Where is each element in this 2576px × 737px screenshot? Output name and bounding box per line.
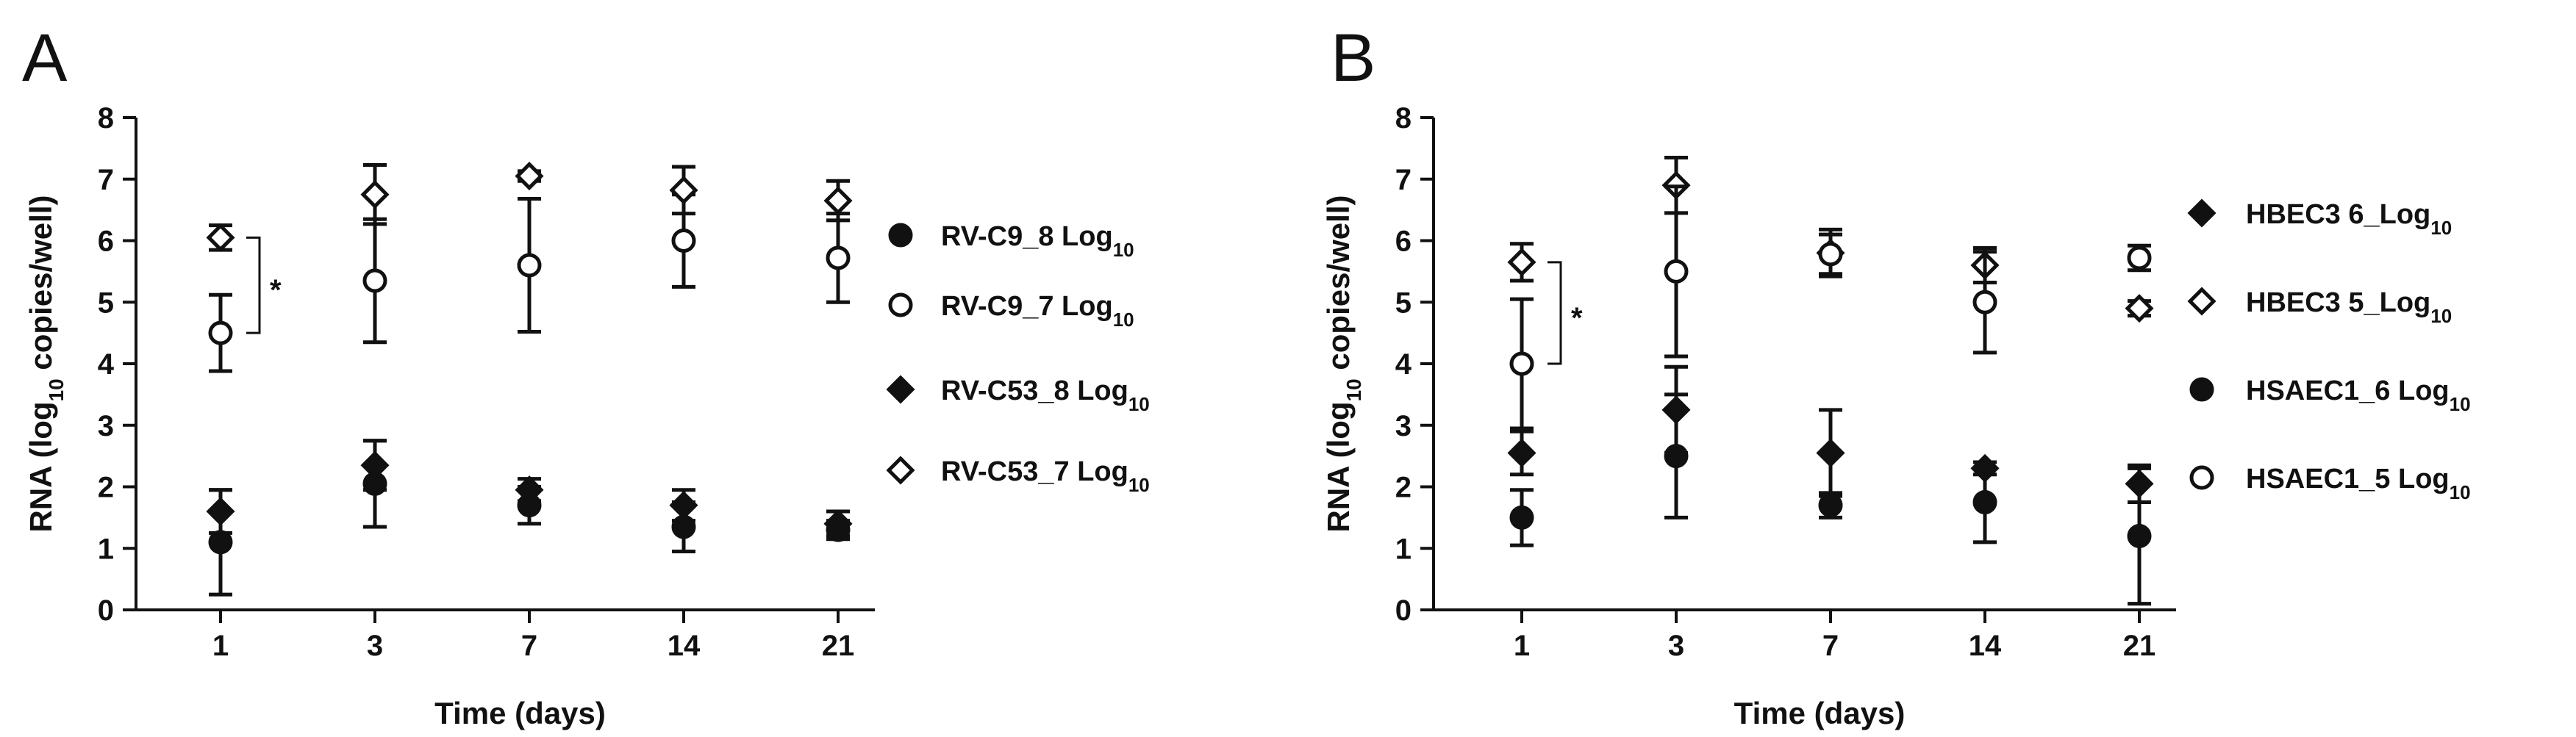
y-tick-label: 2 bbox=[1395, 472, 1412, 504]
y-tick-label: 7 bbox=[98, 164, 114, 196]
series-1 bbox=[1507, 364, 2154, 504]
series-4 bbox=[206, 162, 853, 252]
data-point bbox=[2127, 245, 2152, 270]
data-point bbox=[515, 475, 544, 505]
legend-label: RV-C9_7 Log10 bbox=[941, 291, 1134, 331]
data-point bbox=[515, 162, 544, 191]
data-point bbox=[1664, 259, 1689, 284]
y-tick-label: 6 bbox=[98, 226, 114, 258]
data-point bbox=[669, 176, 698, 205]
y-tick-label: 8 bbox=[98, 102, 114, 134]
data-point bbox=[1818, 493, 1843, 518]
data-point bbox=[1509, 505, 1534, 530]
data-point bbox=[360, 180, 390, 209]
legend-marker bbox=[888, 223, 913, 248]
legend-label: HBEC3 5_Log10 bbox=[2246, 287, 2452, 327]
y-tick-label: 1 bbox=[98, 533, 114, 565]
x-tick-label: 21 bbox=[2123, 630, 2156, 662]
data-point bbox=[206, 223, 235, 252]
data-point bbox=[362, 268, 387, 293]
x-tick-label: 1 bbox=[212, 630, 229, 662]
data-point bbox=[823, 186, 853, 215]
significance-bracket bbox=[1548, 261, 1562, 365]
panel-label: B bbox=[1331, 21, 1375, 96]
significance-label: * bbox=[1571, 302, 1583, 334]
data-point bbox=[1972, 290, 1997, 314]
data-point bbox=[669, 491, 698, 520]
x-tick-label: 7 bbox=[521, 630, 537, 662]
chart-panel-b: B 0 1 2 3 4 5 6 7 8 1 3 7 14 21 Time (days) RNA (log10 c… bbox=[1321, 21, 2471, 730]
y-tick-label: 3 bbox=[98, 410, 114, 442]
series-2 bbox=[208, 193, 851, 373]
y-tick-label: 0 bbox=[98, 594, 114, 627]
legend-label: RV-C53_8 Log10 bbox=[941, 375, 1150, 415]
legend-label: RV-C53_7 Log10 bbox=[941, 456, 1150, 496]
legend: HBEC3 6_Log10 HBEC3 5_Log10 HSAEC1_6 Log10… bbox=[2187, 198, 2471, 503]
legend-marker bbox=[2187, 198, 2217, 228]
legend-marker bbox=[886, 375, 915, 404]
series-1 bbox=[208, 439, 851, 597]
data-point bbox=[206, 497, 235, 526]
legend-marker bbox=[888, 292, 913, 317]
legend-label: HBEC3 6_Log10 bbox=[2246, 199, 2452, 239]
data-point bbox=[1507, 248, 1536, 277]
data-point bbox=[1664, 444, 1689, 469]
series-4 bbox=[1509, 184, 2152, 431]
x-tick-label: 14 bbox=[668, 630, 701, 662]
y-tick-label: 4 bbox=[98, 348, 115, 381]
data-point bbox=[823, 509, 853, 539]
significance-label: * bbox=[270, 274, 282, 306]
data-point bbox=[1507, 438, 1536, 467]
y-tick-label: 3 bbox=[1395, 410, 1412, 442]
x-tick-label: 21 bbox=[822, 630, 855, 662]
y-axis-title: RNA (log10 copies/well) bbox=[24, 195, 68, 533]
data-point bbox=[671, 229, 696, 253]
x-tick-label: 1 bbox=[1514, 630, 1530, 662]
data-point bbox=[1972, 489, 1997, 514]
y-tick-label: 8 bbox=[1395, 102, 1412, 134]
x-tick-label: 14 bbox=[1969, 630, 2002, 662]
legend-marker bbox=[2189, 377, 2214, 402]
data-point bbox=[1818, 242, 1843, 267]
data-point bbox=[1509, 351, 1534, 376]
y-tick-label: 2 bbox=[98, 472, 114, 504]
x-tick-label: 3 bbox=[367, 630, 383, 662]
data-point bbox=[826, 245, 851, 270]
y-tick-label: 0 bbox=[1395, 594, 1412, 627]
panel-label: A bbox=[22, 21, 68, 96]
data-point bbox=[208, 320, 233, 345]
y-tick-label: 7 bbox=[1395, 164, 1412, 196]
x-axis-title: Time (days) bbox=[434, 696, 606, 730]
legend-label: HSAEC1_5 Log10 bbox=[2246, 464, 2471, 503]
data-point bbox=[208, 530, 233, 555]
y-tick-label: 5 bbox=[1395, 287, 1412, 319]
legend: RV-C9_8 Log10 RV-C9_7 Log10 RV-C53_8 Log10… bbox=[886, 221, 1150, 496]
chart-panel-a: A 0 1 2 3 4 5 6 7 8 1 3 7 14 21 Time (days) RNA (log10 c… bbox=[22, 21, 1150, 730]
legend-marker bbox=[2187, 287, 2217, 316]
significance-bracket bbox=[246, 236, 261, 334]
x-axis-title: Time (days) bbox=[1734, 696, 1906, 730]
y-tick-label: 5 bbox=[98, 287, 114, 319]
x-tick-label: 7 bbox=[1822, 630, 1839, 662]
data-point bbox=[1816, 438, 1845, 467]
data-point bbox=[360, 450, 390, 480]
legend-marker bbox=[2189, 465, 2214, 490]
y-tick-label: 6 bbox=[1395, 226, 1412, 258]
legend-label: HSAEC1_6 Log10 bbox=[2246, 375, 2471, 415]
series-3 bbox=[206, 439, 853, 539]
legend-marker bbox=[886, 456, 915, 485]
series-3 bbox=[1509, 392, 2152, 606]
legend-label: RV-C9_8 Log10 bbox=[941, 221, 1134, 261]
data-point bbox=[517, 253, 542, 278]
x-tick-label: 3 bbox=[1668, 630, 1684, 662]
data-point bbox=[2125, 294, 2154, 323]
data-point bbox=[2127, 524, 2152, 548]
y-axis-title: RNA (log10 copies/well) bbox=[1321, 195, 1365, 533]
y-tick-label: 1 bbox=[1395, 533, 1412, 565]
y-tick-label: 4 bbox=[1395, 348, 1412, 381]
